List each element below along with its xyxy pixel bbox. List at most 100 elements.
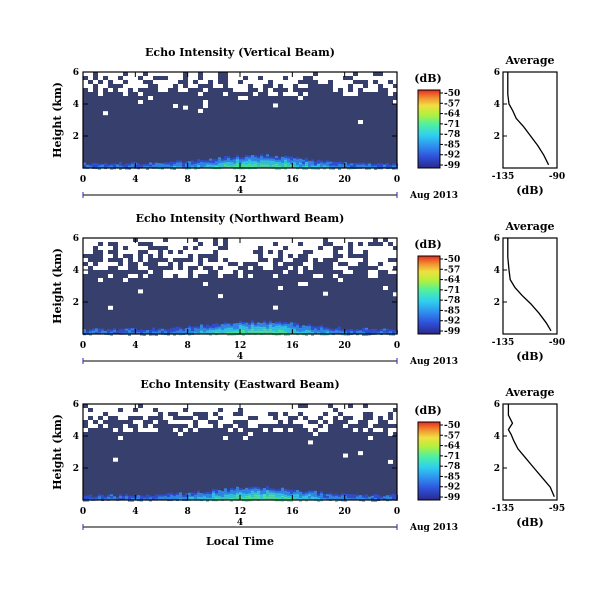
echo-cell [344, 495, 347, 498]
echo-cell [161, 496, 164, 499]
echo-cell [176, 330, 179, 333]
echo-cell [299, 330, 302, 333]
echo-cell [260, 330, 263, 333]
echo-cell [116, 330, 119, 333]
missing-cell [293, 404, 298, 408]
missing-cell [233, 80, 238, 84]
echo-cell [164, 498, 167, 501]
missing-cell [183, 270, 188, 274]
echo-cell [245, 487, 248, 490]
echo-cell [197, 165, 200, 168]
echo-cell [389, 164, 392, 167]
missing-cell [378, 258, 383, 262]
echo-cell [335, 164, 338, 167]
missing-cell [108, 72, 113, 76]
missing-cell [203, 88, 208, 92]
echo-cell [158, 494, 161, 497]
missing-cell [178, 238, 183, 242]
echo-cell [143, 496, 146, 499]
missing-cell [193, 270, 198, 274]
echo-cell [227, 160, 230, 163]
missing-cell [118, 412, 123, 416]
missing-cell [358, 76, 363, 80]
missing-cell [203, 270, 208, 274]
missing-cell [143, 84, 148, 88]
echo-cell [245, 330, 248, 333]
missing-cell [163, 262, 168, 266]
missing-cell [88, 246, 93, 250]
echo-cell [302, 325, 305, 328]
missing-cell [158, 408, 163, 412]
echo-cell [146, 330, 149, 333]
echo-cell [233, 488, 236, 491]
missing-cell [238, 96, 243, 100]
echo-cell [212, 330, 215, 333]
missing-cell [353, 92, 358, 96]
missing-cell [393, 270, 398, 274]
echo-cell [215, 491, 218, 494]
echo-cell [116, 164, 119, 167]
missing-cell [298, 270, 303, 274]
missing-cell [248, 266, 253, 270]
echo-cell [293, 166, 296, 169]
missing-cell [168, 72, 173, 76]
missing-cell [323, 254, 328, 258]
echo-cell [272, 160, 275, 163]
missing-cell [388, 270, 393, 274]
missing-cell [218, 420, 223, 424]
echo-cell [236, 492, 239, 495]
missing-cell [338, 278, 343, 282]
missing-cell [173, 254, 178, 258]
missing-cell [273, 408, 278, 412]
echo-cell [200, 495, 203, 498]
missing-cell [348, 258, 353, 262]
missing-cell [363, 88, 368, 92]
echo-cell [275, 491, 278, 494]
colorbar-unit: (dB) [414, 404, 441, 417]
missing-cell [328, 254, 333, 258]
echo-cell [296, 490, 299, 493]
missing-cell [263, 76, 268, 80]
echo-cell [182, 164, 185, 167]
echo-cell [254, 161, 257, 164]
echo-cell [98, 163, 101, 166]
echo-cell [200, 326, 203, 329]
echo-cell [83, 331, 86, 334]
day-marker: 4 [237, 352, 243, 362]
missing-cell [353, 420, 358, 424]
echo-cell [233, 331, 236, 334]
missing-cell [108, 274, 113, 278]
missing-cell [258, 242, 263, 246]
missing-cell [223, 254, 228, 258]
missing-cell [393, 262, 398, 266]
missing-cell [273, 254, 278, 258]
missing-cell [358, 412, 363, 416]
missing-cell [98, 92, 103, 96]
missing-cell [313, 408, 318, 412]
missing-cell [113, 80, 118, 84]
echo-cell [344, 162, 347, 165]
missing-cell [318, 274, 323, 278]
colorbar-tick-label: -78 [444, 130, 460, 140]
missing-cell [208, 238, 213, 242]
echo-cell [392, 329, 395, 332]
missing-cell [253, 254, 258, 258]
echo-cell [311, 490, 314, 493]
echo-cell [254, 165, 257, 168]
missing-cell [393, 80, 398, 84]
echo-cell [191, 494, 194, 497]
echo-cell [218, 165, 221, 168]
average-title: Average [504, 386, 554, 399]
echo-cell [164, 331, 167, 334]
missing-cell [288, 404, 293, 408]
missing-cell [373, 270, 378, 274]
echo-cell [263, 328, 266, 331]
missing-cell [138, 266, 143, 270]
echo-cell [119, 498, 122, 501]
missing-cell [393, 254, 398, 258]
echo-cell [101, 496, 104, 499]
echo-cell [377, 496, 380, 499]
missing-cell [223, 266, 228, 270]
echo-cell [353, 165, 356, 168]
missing-cell [213, 72, 218, 76]
